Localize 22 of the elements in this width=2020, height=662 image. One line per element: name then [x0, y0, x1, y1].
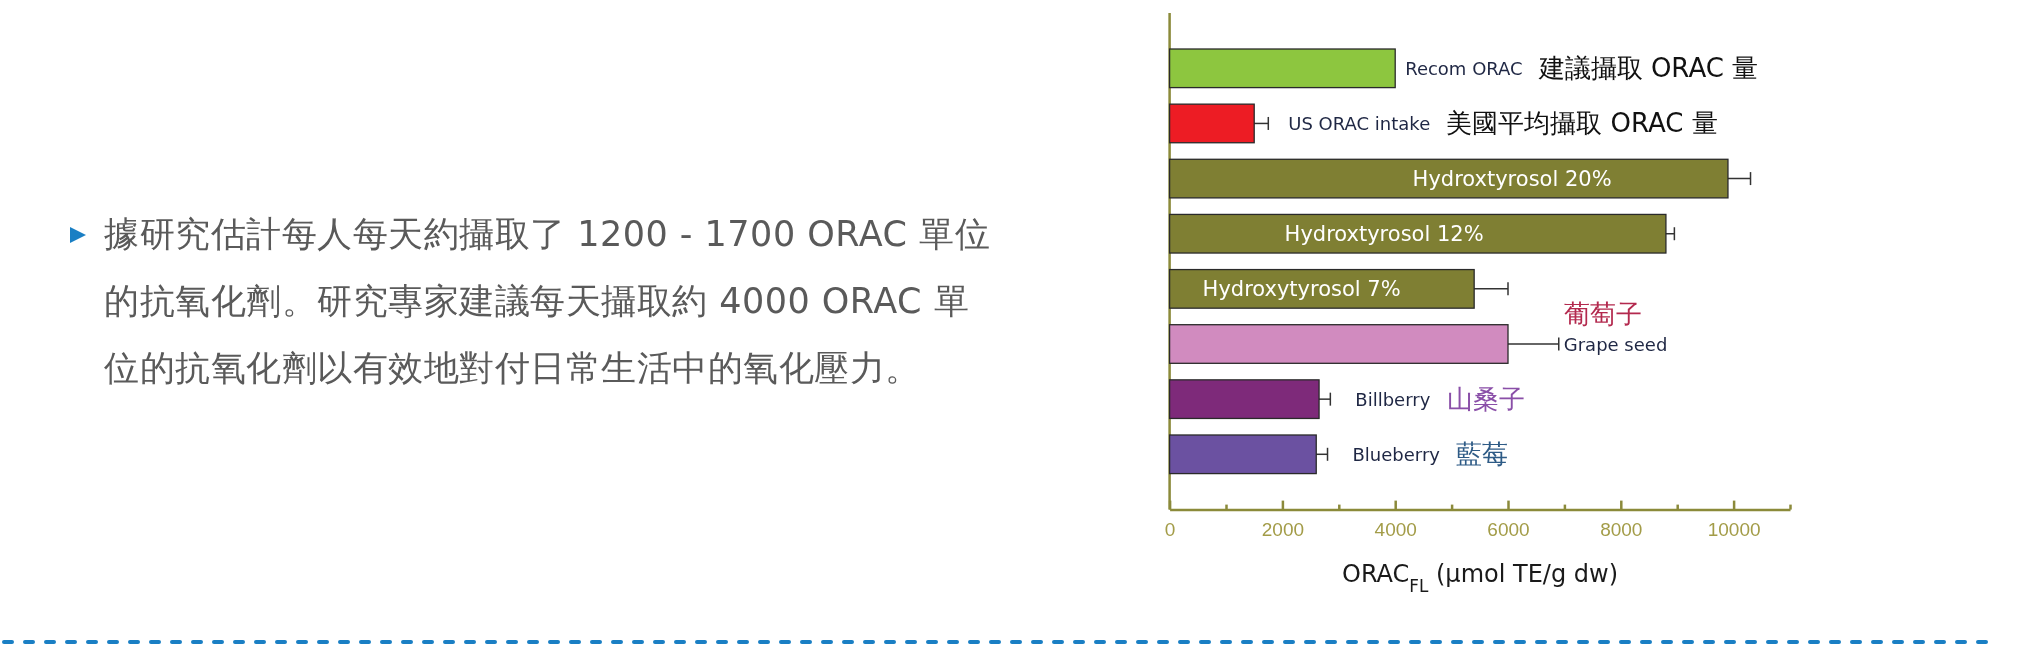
- x-tick-label: 10000: [1707, 519, 1761, 541]
- y-tick-label: Grape seed: [1563, 333, 1668, 355]
- annotation: 山桑子: [1446, 384, 1525, 415]
- bar: [1168, 48, 1396, 89]
- x-axis-title: ORAC$_{FL}$ (μmol TE/g dw): [1342, 560, 1618, 596]
- y-tick-label: US ORAC intake: [1288, 112, 1431, 134]
- annotation: 藍莓: [1456, 439, 1509, 470]
- y-tick-label: Hydroxtyrosol 12%: [1284, 221, 1484, 246]
- x-tick-label: 6000: [1487, 519, 1530, 541]
- annotation: 美國平均攝取 ORAC 量: [1446, 108, 1718, 139]
- annotation: 建議攝取 ORAC 量: [1537, 53, 1759, 84]
- y-tick-label: Recom ORAC: [1405, 57, 1523, 79]
- x-tick-label: 0: [1164, 519, 1176, 541]
- y-tick-label: Hydroxtyrosol 20%: [1412, 166, 1612, 191]
- x-tick-label: 2000: [1261, 519, 1305, 541]
- annotation: 葡萄子: [1563, 298, 1642, 329]
- y-tick-label: Hydroxytyrosol 7%: [1202, 276, 1401, 301]
- y-tick-label: Blueberry: [1352, 443, 1441, 465]
- text: 據研究估計每人每天約攝取了 1200 - 1700 ORAC 單位的抗氧化劑。研究專家建議每天攝取約 4000 ORAC 單位的抗氧化劑以有效地對付日常生活中的氧化壓力。: [104, 213, 992, 390]
- x-tick-label: 4000: [1374, 519, 1417, 541]
- x-tick-label: 8000: [1600, 519, 1643, 541]
- y-tick-label: Billberry: [1355, 388, 1431, 410]
